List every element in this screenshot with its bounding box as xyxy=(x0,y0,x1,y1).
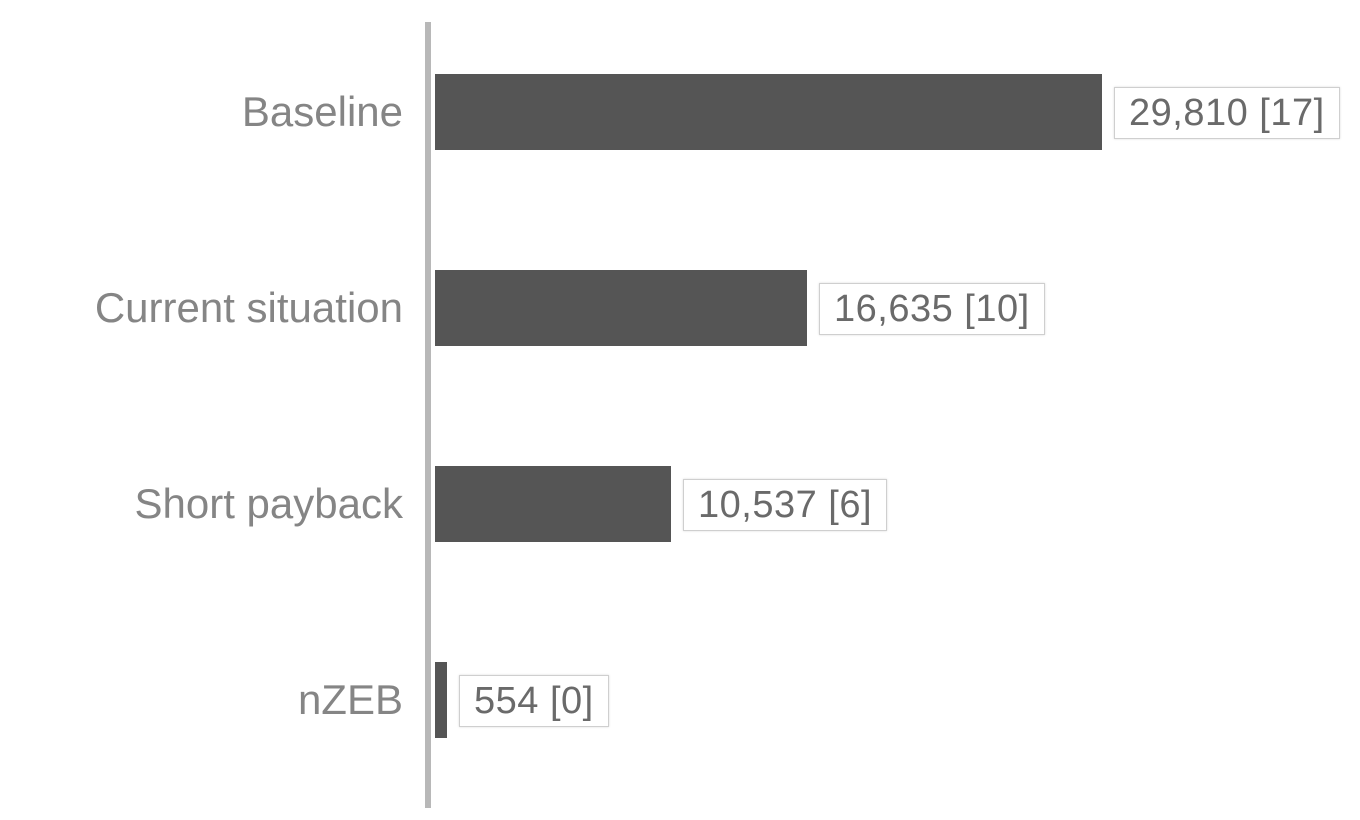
category-label: nZEB xyxy=(298,676,403,724)
value-label: 10,537 [6] xyxy=(683,479,887,531)
value-label: 554 [0] xyxy=(459,675,609,727)
horizontal-bar-chart: Baseline 29,810 [17] Current situation 16,6… xyxy=(0,0,1360,820)
category-label: Baseline xyxy=(242,88,403,136)
y-axis-line xyxy=(425,22,431,808)
value-label: 16,635 [10] xyxy=(819,283,1045,335)
bar xyxy=(435,270,807,346)
bar xyxy=(435,662,447,738)
category-label: Current situation xyxy=(95,284,403,332)
category-label: Short payback xyxy=(135,480,404,528)
bar xyxy=(435,466,671,542)
value-label: 29,810 [17] xyxy=(1114,87,1340,139)
bar xyxy=(435,74,1102,150)
